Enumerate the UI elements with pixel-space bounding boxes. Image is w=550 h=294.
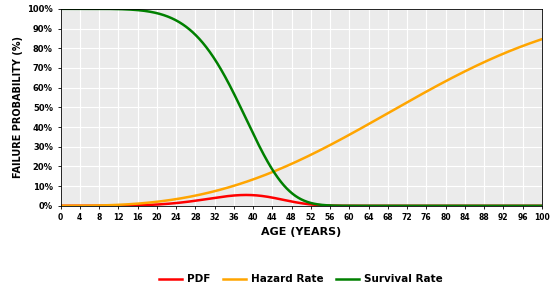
Hazard Rate [82, 204, 89, 208]
Survival Rate [82, 7, 89, 11]
Survival Rate [538, 204, 545, 208]
Survival Rate [524, 204, 531, 208]
Line: PDF: PDF [60, 195, 542, 206]
Hazard Rate [278, 166, 285, 170]
Line: Hazard Rate: Hazard Rate [60, 39, 542, 206]
Hazard Rate [525, 42, 531, 46]
X-axis label: AGE (YEARS): AGE (YEARS) [261, 227, 341, 237]
PDF [243, 193, 249, 197]
Hazard Rate [538, 37, 545, 41]
Hazard Rate [291, 161, 298, 164]
Survival Rate [436, 204, 443, 208]
PDF [292, 200, 298, 204]
PDF [82, 204, 89, 208]
Hazard Rate [524, 42, 531, 46]
Line: Survival Rate: Survival Rate [60, 9, 542, 206]
Survival Rate [57, 7, 64, 11]
PDF [57, 204, 64, 208]
PDF [525, 204, 531, 208]
PDF [538, 204, 545, 208]
PDF [525, 204, 531, 208]
Survival Rate [278, 181, 285, 185]
Survival Rate [291, 193, 298, 197]
Hazard Rate [57, 204, 64, 208]
Survival Rate [525, 204, 531, 208]
PDF [279, 198, 285, 201]
Y-axis label: FAILURE PROBABILITY (%): FAILURE PROBABILITY (%) [13, 36, 23, 178]
Hazard Rate [436, 83, 443, 86]
PDF [436, 204, 443, 208]
Legend: PDF, Hazard Rate, Survival Rate: PDF, Hazard Rate, Survival Rate [155, 270, 447, 288]
